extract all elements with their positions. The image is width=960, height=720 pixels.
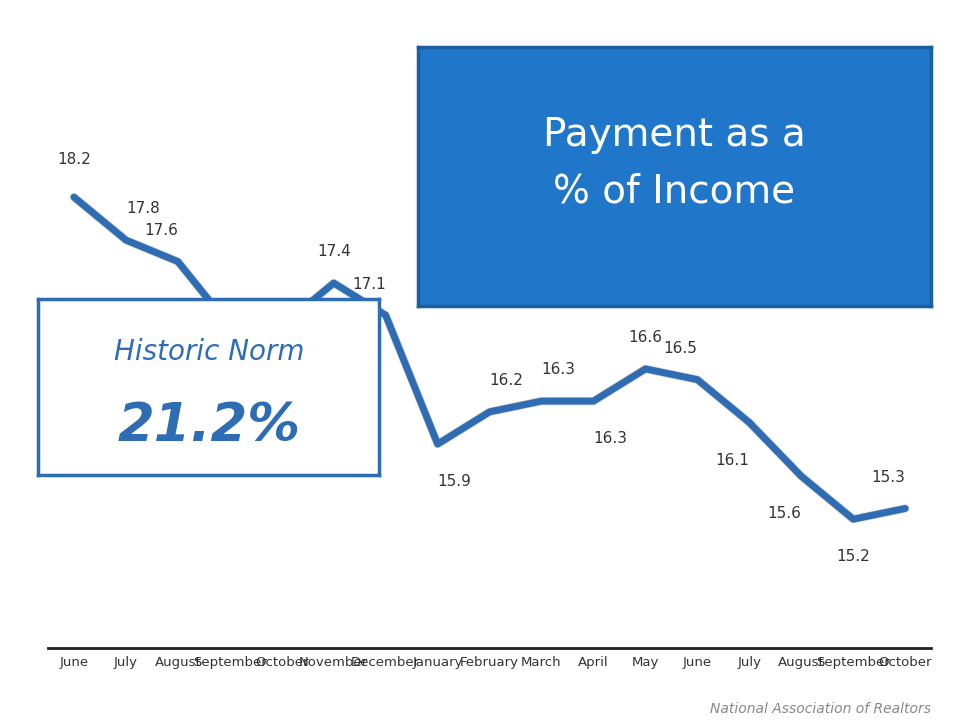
- Text: National Association of Realtors: National Association of Realtors: [710, 703, 931, 716]
- Text: 18.2: 18.2: [57, 152, 91, 167]
- Text: 17: 17: [262, 356, 282, 371]
- Text: 15.2: 15.2: [836, 549, 870, 564]
- Text: 16.3: 16.3: [541, 362, 576, 377]
- Text: 17.6: 17.6: [144, 223, 178, 238]
- Text: 17.1: 17.1: [352, 276, 386, 292]
- Text: 16.5: 16.5: [663, 341, 697, 356]
- Text: 15.6: 15.6: [767, 506, 802, 521]
- Text: 16.2: 16.2: [490, 373, 523, 388]
- Text: 16.1: 16.1: [715, 453, 750, 467]
- Text: 16.3: 16.3: [593, 431, 628, 446]
- Text: 16.6: 16.6: [629, 330, 662, 346]
- Text: 17.4: 17.4: [317, 244, 350, 259]
- Text: 21.2%: 21.2%: [117, 400, 300, 452]
- Text: 17.8: 17.8: [126, 202, 159, 217]
- Text: 17: 17: [229, 356, 249, 371]
- Text: 15.9: 15.9: [438, 474, 471, 489]
- Text: 15.3: 15.3: [872, 470, 905, 485]
- Text: Historic Norm: Historic Norm: [113, 338, 304, 366]
- Text: Payment as a
% of Income: Payment as a % of Income: [543, 117, 805, 210]
